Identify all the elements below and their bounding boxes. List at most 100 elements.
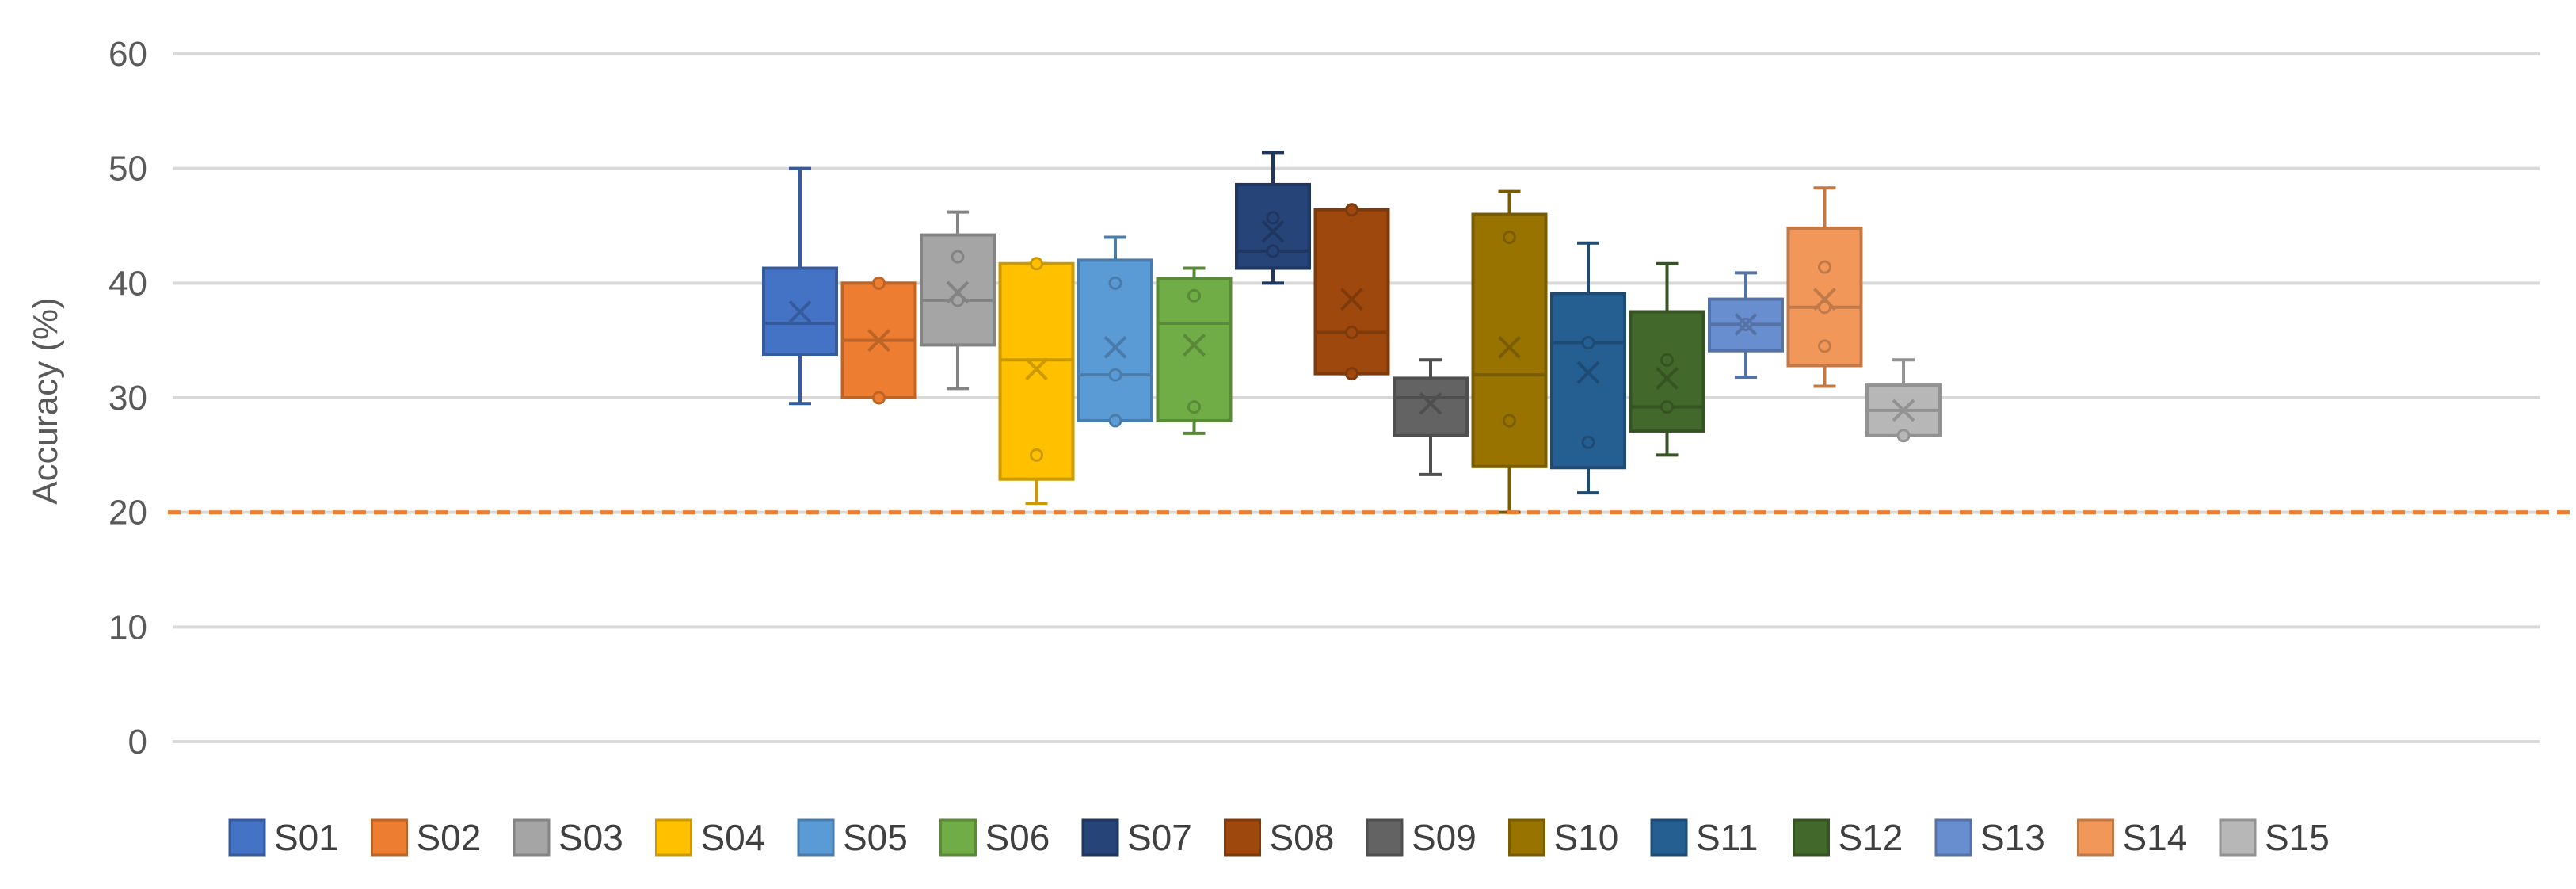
- data-point: [1187, 288, 1201, 303]
- y-tick-label: 40: [109, 264, 147, 303]
- legend-swatch: [655, 818, 692, 857]
- legend-swatch: [2077, 818, 2114, 857]
- box-s01: [762, 166, 838, 406]
- data-point: [951, 250, 965, 264]
- box-s10: [1471, 189, 1548, 514]
- box-s14: [1786, 186, 1863, 388]
- data-point: [951, 293, 965, 307]
- data-point: [872, 391, 886, 405]
- mean-marker: [1103, 335, 1127, 359]
- legend-swatch: [797, 818, 835, 857]
- box-s13: [1708, 271, 1784, 379]
- legend-item-s11: S11: [1650, 817, 1758, 858]
- mean-marker: [788, 300, 812, 323]
- legend-item-s14: S14: [2077, 817, 2188, 858]
- data-point: [1030, 257, 1043, 271]
- legend-label: S14: [2123, 817, 2188, 858]
- legend-item-s01: S01: [228, 817, 339, 858]
- mean-marker: [867, 329, 890, 353]
- box-s05: [1077, 235, 1153, 428]
- data-point: [1581, 336, 1595, 350]
- legend-item-s02: S02: [371, 817, 482, 858]
- mean-marker: [1183, 334, 1206, 357]
- legend-item-s10: S10: [1508, 817, 1618, 858]
- legend-label: S13: [1980, 817, 2045, 858]
- data-point: [1030, 448, 1043, 462]
- data-point: [1660, 400, 1674, 414]
- box-body: [1393, 376, 1469, 437]
- data-point: [1818, 300, 1831, 315]
- mean-marker: [1813, 288, 1836, 311]
- mean-marker: [1340, 288, 1363, 311]
- y-tick-label: 10: [109, 608, 147, 647]
- legend-label: S15: [2265, 817, 2330, 858]
- data-point: [1266, 211, 1280, 225]
- mean-marker: [1656, 366, 1679, 390]
- legend-item-s04: S04: [655, 817, 766, 858]
- data-point: [1503, 230, 1516, 244]
- data-point: [1503, 414, 1516, 428]
- legend-label: S03: [558, 817, 623, 858]
- legend-label: S11: [1696, 817, 1758, 858]
- data-point: [1108, 368, 1122, 382]
- data-point: [1266, 244, 1280, 258]
- legend-swatch: [1650, 818, 1688, 857]
- mean-marker: [1498, 335, 1521, 359]
- legend-label: S06: [985, 817, 1050, 858]
- data-point: [1581, 435, 1595, 449]
- legend-swatch: [2219, 818, 2257, 857]
- y-tick-label: 60: [109, 35, 147, 74]
- box-s09: [1393, 358, 1469, 476]
- legend-label: S01: [274, 817, 339, 858]
- box-s04: [998, 257, 1075, 506]
- box-s07: [1235, 151, 1311, 285]
- y-tick-label: 0: [128, 723, 147, 761]
- legend-swatch: [1366, 818, 1404, 857]
- y-axis-ticks: 0 10 20 30 40 50 60: [109, 35, 147, 761]
- legend-swatch: [1081, 818, 1119, 857]
- box-s15: [1865, 358, 1942, 443]
- data-point: [1896, 429, 1911, 443]
- box-body: [1313, 208, 1390, 376]
- mean-marker: [946, 280, 970, 304]
- legend-swatch: [939, 818, 977, 857]
- legend-label: S09: [1412, 817, 1477, 858]
- mean-marker: [1734, 312, 1758, 336]
- legend: S01 S02 S03 S04 S05 S06 S07 S08 S09 S10 S11 S12 S13 S…: [228, 817, 2330, 858]
- legend-swatch: [1934, 818, 1972, 857]
- box-s02: [840, 276, 917, 405]
- box-body: [998, 261, 1075, 481]
- legend-item-s09: S09: [1366, 817, 1477, 858]
- legend-label: S07: [1127, 817, 1192, 858]
- mean-marker: [1261, 219, 1285, 243]
- box-s08: [1313, 203, 1390, 381]
- y-tick-label: 50: [109, 150, 147, 189]
- data-point: [1345, 203, 1358, 217]
- data-point: [1108, 276, 1122, 290]
- legend-swatch: [513, 818, 551, 857]
- box-s06: [1156, 266, 1233, 435]
- data-point: [1818, 339, 1831, 353]
- legend-label: S02: [417, 817, 482, 858]
- legend-label: S08: [1270, 817, 1335, 858]
- y-axis-title: Accuracy (%): [26, 297, 65, 505]
- legend-label: S05: [843, 817, 908, 858]
- legend-label: S04: [701, 817, 766, 858]
- mean-marker: [1892, 399, 1915, 422]
- box-body: [1471, 212, 1548, 468]
- box-s11: [1550, 241, 1626, 495]
- legend-item-s13: S13: [1934, 817, 2045, 858]
- y-tick-label: 20: [109, 494, 147, 532]
- legend-item-s03: S03: [513, 817, 623, 858]
- box-body: [1786, 226, 1863, 368]
- legend-item-s08: S08: [1224, 817, 1335, 858]
- legend-swatch: [371, 818, 408, 857]
- box-series-group: [762, 151, 1942, 514]
- data-point: [1108, 414, 1122, 428]
- legend-swatch: [228, 818, 266, 857]
- legend-swatch: [1224, 818, 1261, 857]
- data-point: [1187, 400, 1201, 414]
- legend-item-s05: S05: [797, 817, 908, 858]
- data-point: [872, 276, 886, 290]
